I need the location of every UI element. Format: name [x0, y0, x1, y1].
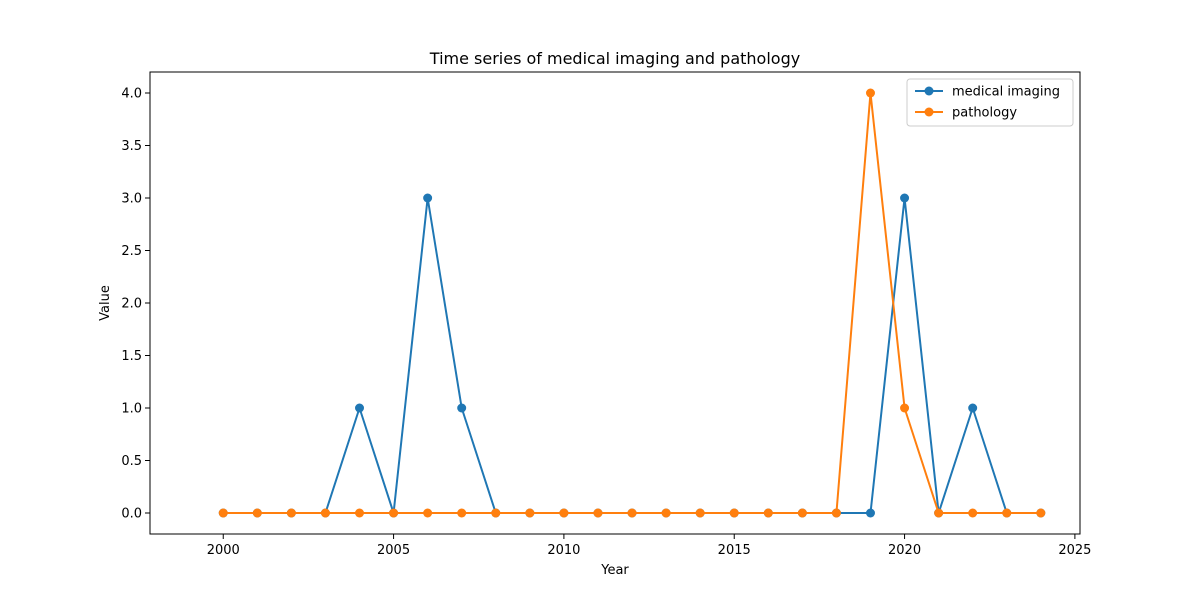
- data-point-1-7: [457, 508, 467, 518]
- x-tick-label: 2015: [718, 543, 751, 558]
- data-point-1-20: [900, 403, 910, 413]
- y-tick-label: 2.0: [121, 297, 142, 312]
- data-point-1-15: [729, 508, 739, 518]
- legend: medical imaging pathology: [906, 78, 1074, 127]
- x-tick-label: 2000: [207, 543, 240, 558]
- x-tick-label: 2005: [377, 543, 410, 558]
- legend-marker-0: [924, 86, 934, 96]
- plot-area: 2000 2005 2010 2015 2020 2025 0.0 0.5 1.0 1.5 2.0 2…: [121, 71, 1091, 558]
- data-point-1-16: [763, 508, 773, 518]
- data-point-1-6: [423, 508, 433, 518]
- data-point-1-14: [695, 508, 705, 518]
- data-point-1-21: [934, 508, 944, 518]
- y-tick-label: 1.0: [121, 402, 142, 417]
- data-point-1-13: [661, 508, 671, 518]
- data-point-1-2: [286, 508, 296, 518]
- y-tick-label: 3.5: [121, 139, 142, 154]
- y-axis-title: Value: [98, 285, 113, 321]
- data-point-0-4: [355, 403, 365, 413]
- x-tick-label: 2010: [547, 543, 580, 558]
- data-point-0-19: [865, 508, 875, 518]
- x-axis-title: Year: [600, 563, 629, 578]
- data-point-1-5: [389, 508, 399, 518]
- data-point-1-11: [593, 508, 603, 518]
- data-point-1-23: [1002, 508, 1012, 518]
- data-point-1-1: [252, 508, 262, 518]
- data-point-1-24: [1036, 508, 1046, 518]
- legend-label-1: pathology: [952, 106, 1017, 121]
- chart-title: Time series of medical imaging and patho…: [429, 49, 800, 68]
- legend-label-0: medical imaging: [952, 85, 1060, 100]
- legend-marker-1: [924, 107, 934, 117]
- x-tick-label: 2025: [1058, 543, 1091, 558]
- data-point-1-22: [968, 508, 978, 518]
- y-tick-label: 1.5: [121, 349, 142, 364]
- data-point-1-4: [355, 508, 365, 518]
- y-tick-label: 0.5: [121, 454, 142, 469]
- data-point-1-3: [320, 508, 330, 518]
- x-tick-label: 2020: [888, 543, 921, 558]
- y-tick-label: 0.0: [121, 507, 142, 522]
- y-tick-label: 4.0: [121, 87, 142, 102]
- y-tick-label: 2.5: [121, 244, 142, 259]
- data-point-1-18: [831, 508, 841, 518]
- y-tick-label: 3.0: [121, 192, 142, 207]
- data-point-1-8: [491, 508, 501, 518]
- data-point-1-19: [865, 88, 875, 98]
- legend-box: [906, 78, 1074, 127]
- data-point-1-9: [525, 508, 535, 518]
- data-point-1-10: [559, 508, 569, 518]
- data-point-1-0: [218, 508, 228, 518]
- data-point-0-20: [900, 193, 910, 203]
- data-point-0-6: [423, 193, 433, 203]
- data-point-0-7: [457, 403, 467, 413]
- data-point-1-17: [797, 508, 807, 518]
- data-point-1-12: [627, 508, 637, 518]
- data-point-0-22: [968, 403, 978, 413]
